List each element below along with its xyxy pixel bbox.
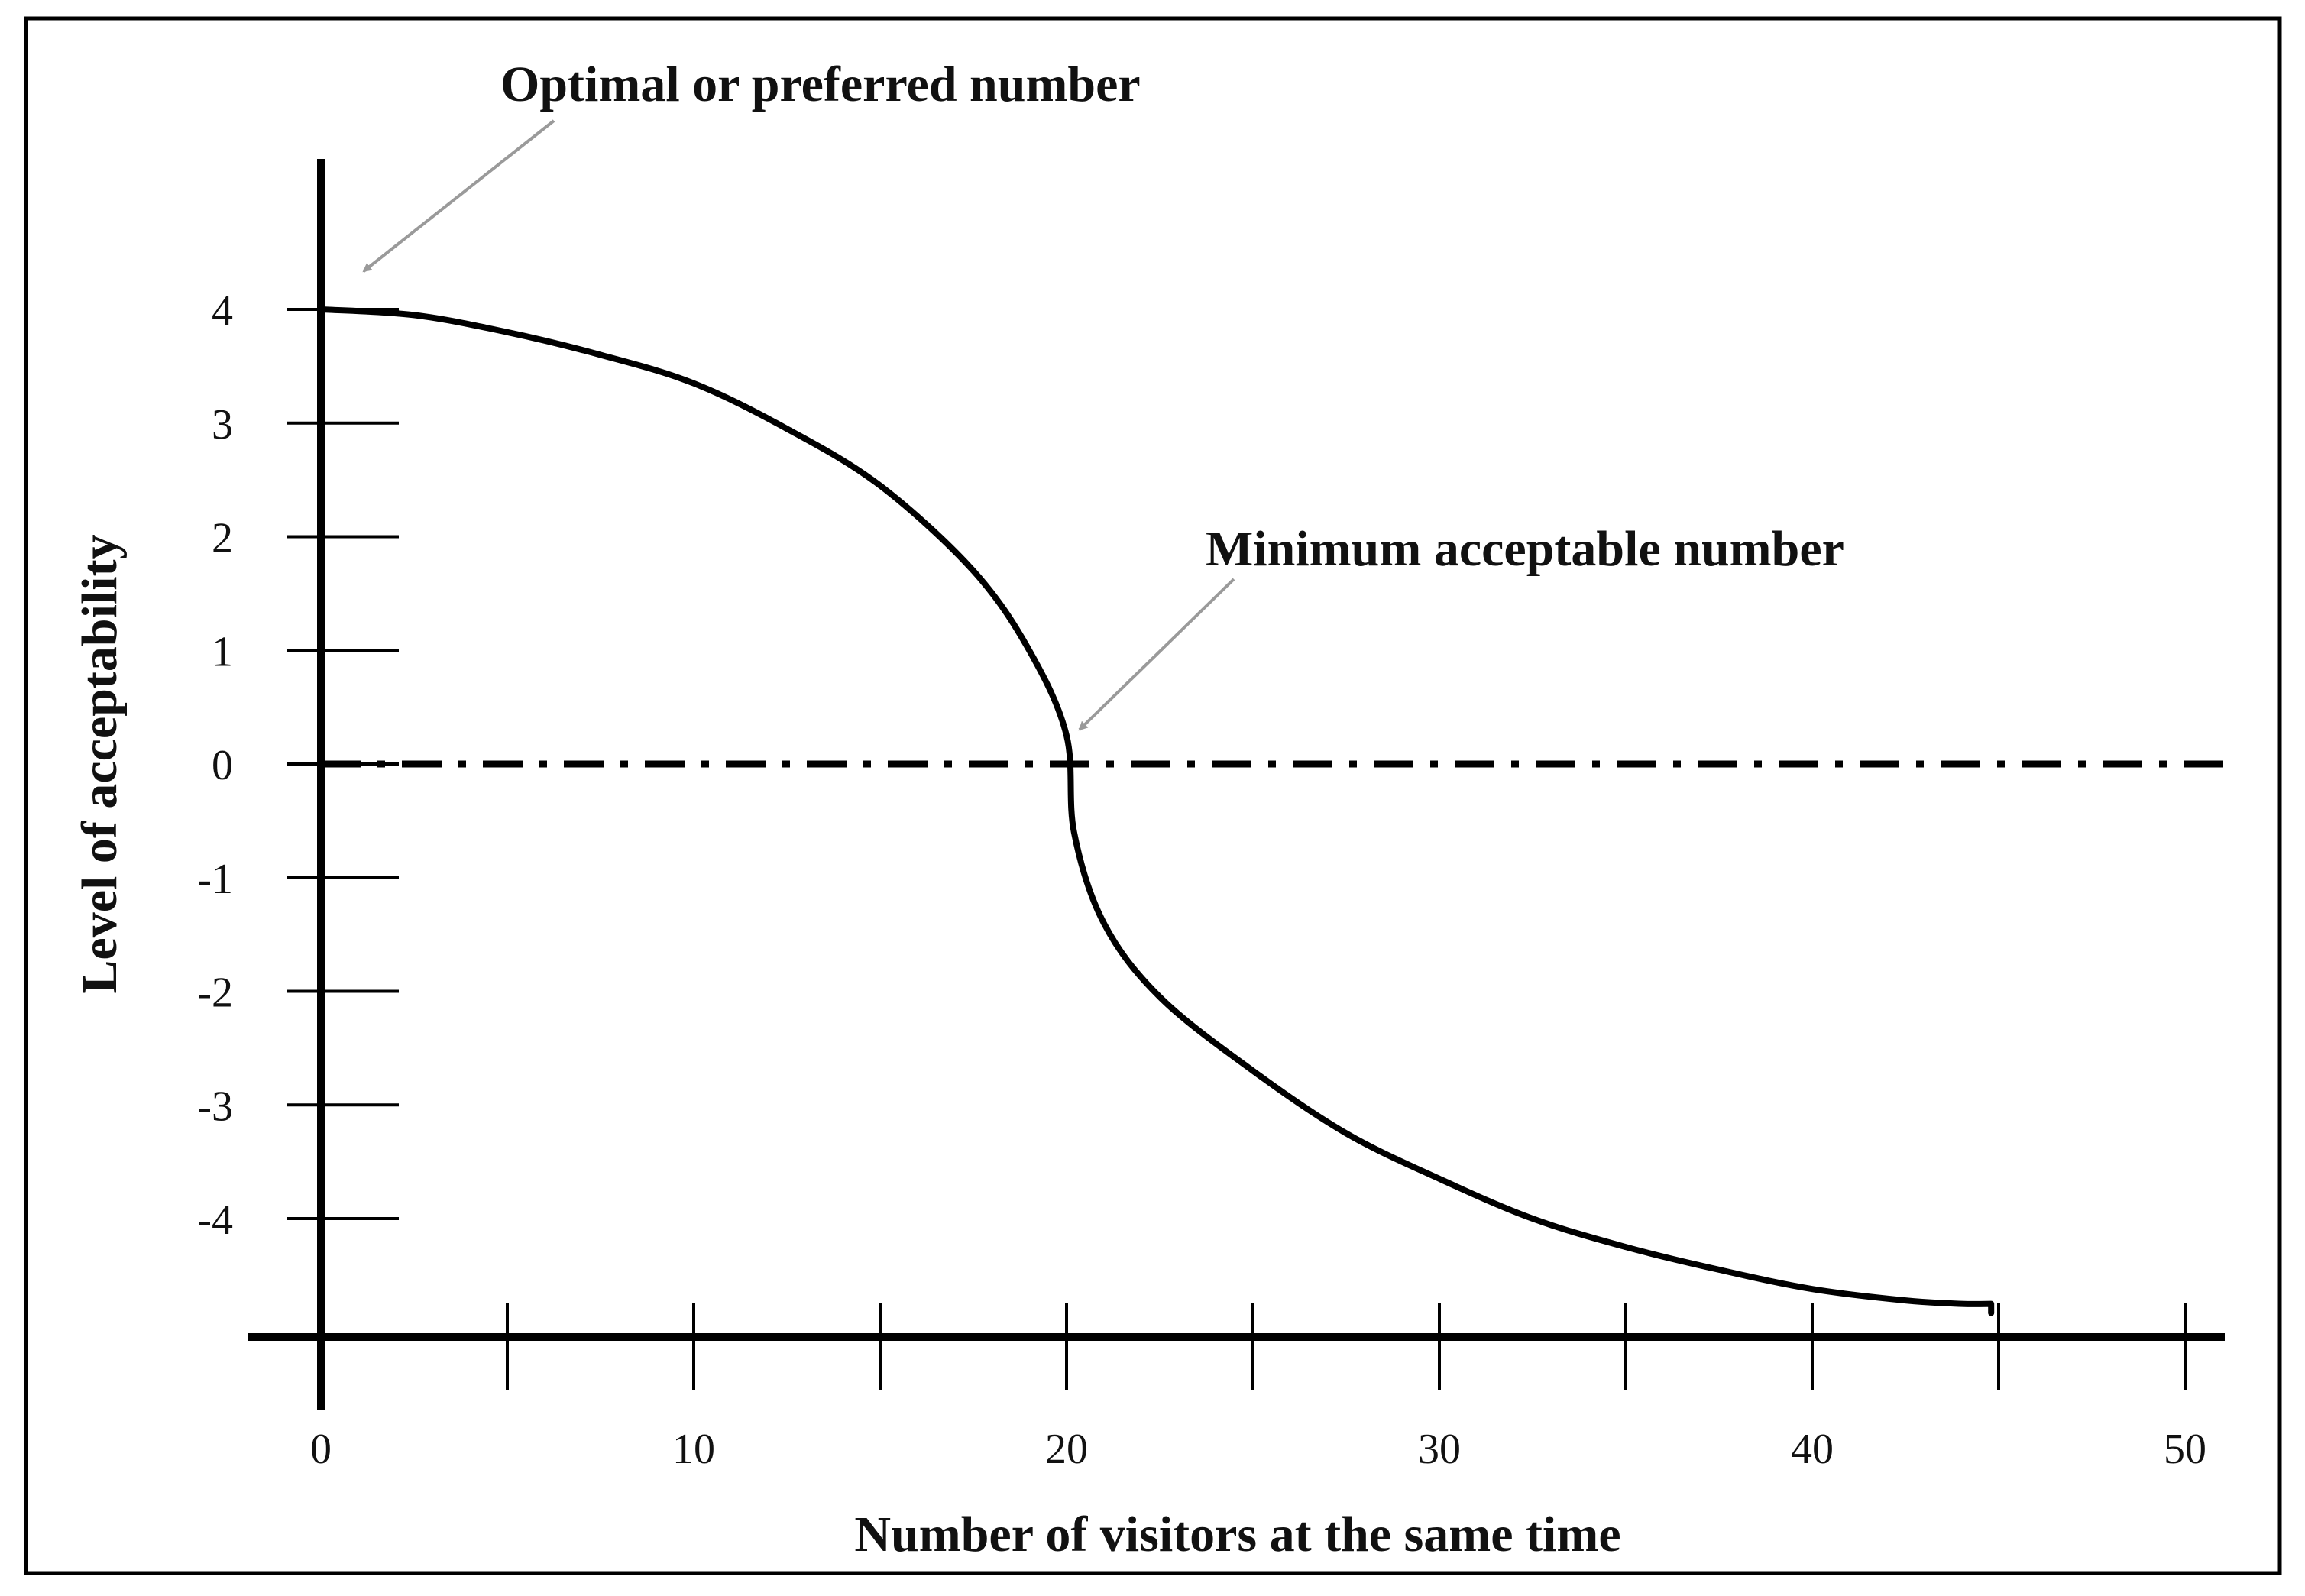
y-tick-label: -3 xyxy=(197,1083,233,1130)
annotation-minimum-arrow xyxy=(1078,578,1235,731)
series-line xyxy=(318,306,1995,1316)
x-tick-label: 20 xyxy=(1045,1426,1088,1473)
y-axis-title: Level of acceptability xyxy=(72,534,128,993)
y-tick-label: 4 xyxy=(212,287,233,335)
x-tick-label: 50 xyxy=(2164,1426,2206,1473)
annotation-optimal-arrow xyxy=(362,119,555,273)
y-tick-label: 3 xyxy=(212,401,233,448)
x-tick-label: 30 xyxy=(1418,1426,1461,1473)
y-tick-label: -1 xyxy=(197,856,233,903)
y-tick-label: -2 xyxy=(197,970,233,1017)
x-tick-label: 0 xyxy=(310,1426,332,1473)
y-tick-label: 0 xyxy=(212,742,233,789)
y-tick-label: -4 xyxy=(197,1196,233,1244)
x-axis-title: Number of visitors at the same time xyxy=(854,1507,1620,1562)
x-tick-label: 40 xyxy=(1791,1426,1834,1473)
tick-marks xyxy=(287,308,2187,1390)
x-tick-label: 10 xyxy=(672,1426,715,1473)
y-tick-label: 1 xyxy=(212,628,233,675)
y-tick-label: 2 xyxy=(212,515,233,562)
annotation-optimal: Optimal or preferred number xyxy=(500,57,1141,112)
annotation-minimum: Minimum acceptable number xyxy=(1206,521,1844,577)
chart-frame xyxy=(24,16,2282,1575)
